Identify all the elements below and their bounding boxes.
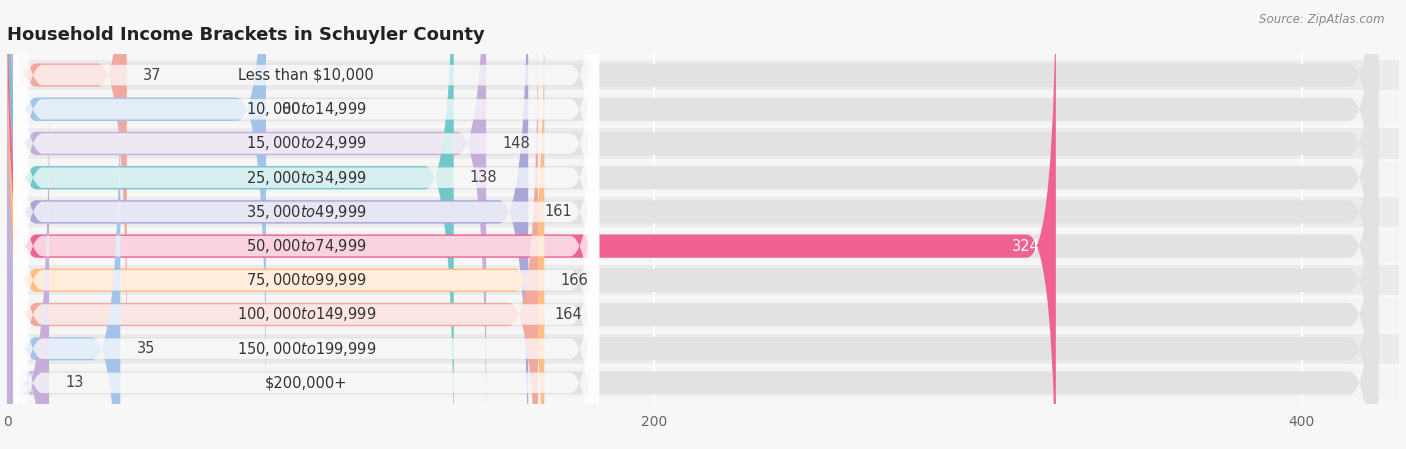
Text: $15,000 to $24,999: $15,000 to $24,999	[246, 135, 367, 153]
FancyBboxPatch shape	[14, 0, 599, 407]
Text: $10,000 to $14,999: $10,000 to $14,999	[246, 100, 367, 118]
Text: 161: 161	[544, 204, 572, 220]
Text: 37: 37	[143, 68, 162, 83]
Text: Less than $10,000: Less than $10,000	[239, 68, 374, 83]
FancyBboxPatch shape	[7, 53, 1378, 449]
FancyBboxPatch shape	[7, 128, 1399, 158]
FancyBboxPatch shape	[14, 51, 599, 449]
FancyBboxPatch shape	[7, 94, 1399, 124]
Text: 324: 324	[1012, 238, 1039, 254]
FancyBboxPatch shape	[7, 265, 1399, 295]
FancyBboxPatch shape	[7, 0, 486, 440]
Text: Source: ZipAtlas.com: Source: ZipAtlas.com	[1260, 13, 1385, 26]
FancyBboxPatch shape	[7, 197, 1399, 227]
FancyBboxPatch shape	[7, 0, 1056, 449]
FancyBboxPatch shape	[7, 0, 454, 449]
Text: 148: 148	[502, 136, 530, 151]
FancyBboxPatch shape	[7, 334, 1399, 364]
FancyBboxPatch shape	[7, 18, 1378, 449]
FancyBboxPatch shape	[7, 0, 1378, 449]
FancyBboxPatch shape	[7, 0, 1378, 371]
FancyBboxPatch shape	[7, 368, 1399, 398]
Text: 13: 13	[65, 375, 84, 390]
FancyBboxPatch shape	[7, 0, 1378, 405]
Text: $50,000 to $74,999: $50,000 to $74,999	[246, 237, 367, 255]
Text: 166: 166	[561, 273, 588, 288]
FancyBboxPatch shape	[14, 85, 599, 449]
Text: $25,000 to $34,999: $25,000 to $34,999	[246, 169, 367, 187]
FancyBboxPatch shape	[14, 0, 599, 373]
Text: $200,000+: $200,000+	[266, 375, 347, 390]
FancyBboxPatch shape	[7, 87, 49, 449]
FancyBboxPatch shape	[7, 0, 1378, 449]
Text: 80: 80	[283, 102, 301, 117]
FancyBboxPatch shape	[7, 0, 529, 449]
FancyBboxPatch shape	[7, 0, 1378, 440]
Text: $150,000 to $199,999: $150,000 to $199,999	[236, 340, 375, 358]
FancyBboxPatch shape	[7, 0, 1378, 449]
Text: Household Income Brackets in Schuyler County: Household Income Brackets in Schuyler Co…	[7, 26, 485, 44]
FancyBboxPatch shape	[7, 53, 121, 449]
Text: 35: 35	[136, 341, 155, 356]
FancyBboxPatch shape	[7, 231, 1399, 261]
FancyBboxPatch shape	[7, 87, 1378, 449]
FancyBboxPatch shape	[14, 0, 599, 441]
FancyBboxPatch shape	[7, 60, 1399, 90]
FancyBboxPatch shape	[14, 17, 599, 449]
Text: 138: 138	[470, 170, 498, 185]
Text: $35,000 to $49,999: $35,000 to $49,999	[246, 203, 367, 221]
FancyBboxPatch shape	[7, 0, 544, 449]
FancyBboxPatch shape	[14, 0, 599, 449]
FancyBboxPatch shape	[7, 0, 1378, 449]
FancyBboxPatch shape	[7, 299, 1399, 330]
FancyBboxPatch shape	[14, 0, 599, 449]
FancyBboxPatch shape	[7, 0, 266, 405]
Text: 164: 164	[554, 307, 582, 322]
FancyBboxPatch shape	[7, 18, 538, 449]
FancyBboxPatch shape	[14, 0, 599, 449]
Text: $100,000 to $149,999: $100,000 to $149,999	[236, 305, 375, 323]
FancyBboxPatch shape	[14, 0, 599, 449]
FancyBboxPatch shape	[7, 0, 127, 371]
FancyBboxPatch shape	[7, 163, 1399, 193]
Text: $75,000 to $99,999: $75,000 to $99,999	[246, 271, 367, 289]
